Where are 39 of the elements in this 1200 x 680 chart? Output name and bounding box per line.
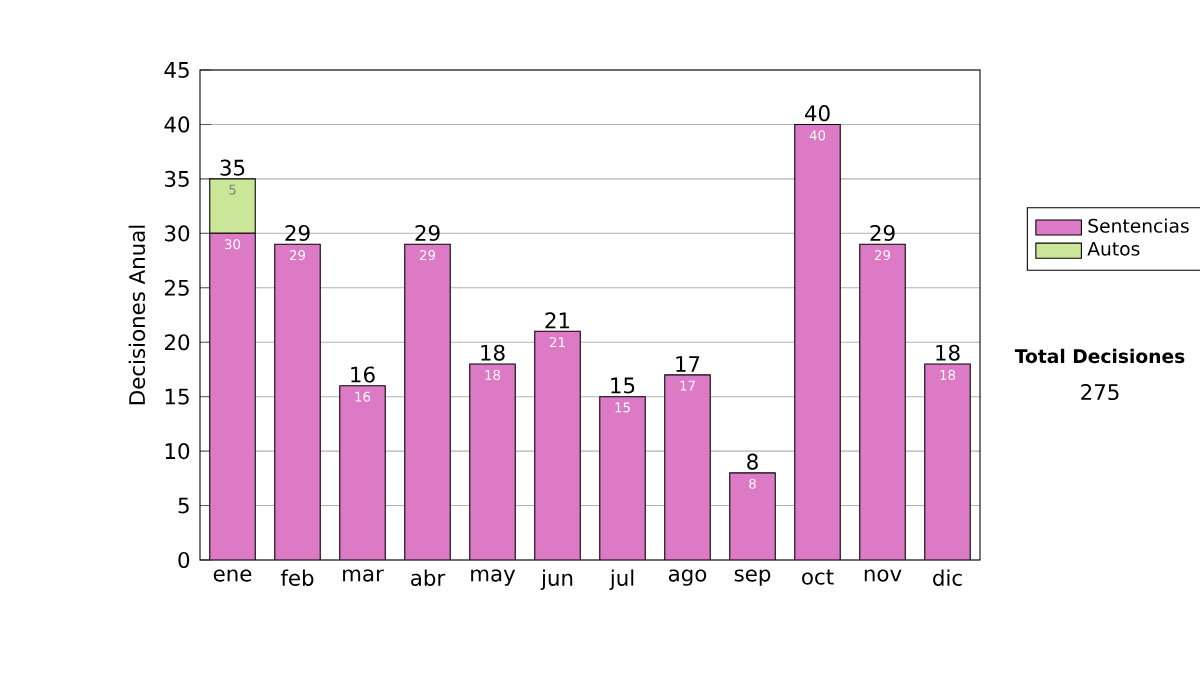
legend-label: Autos <box>1087 241 1140 256</box>
total-label: 15 <box>611 377 635 394</box>
text: 275 <box>1081 383 1119 401</box>
y-tick-label: 10 <box>165 443 190 460</box>
y-axis-title: Decisiones Anual <box>128 225 146 405</box>
y-tick-label: 15 <box>165 388 189 405</box>
y-tick-label: 20 <box>164 334 190 351</box>
y-tick-label: 35 <box>165 170 189 187</box>
total-label: 35 <box>220 159 245 176</box>
y-tick-label: 5 <box>178 497 189 514</box>
x-tick-label: jul <box>609 569 634 591</box>
text: Total Decisiones <box>1014 348 1185 364</box>
total-label: 40 <box>804 105 830 122</box>
total-label: 8 <box>747 453 758 470</box>
y-tick-label: 30 <box>165 225 190 242</box>
total-label: 29 <box>285 224 310 242</box>
y-tick-label: 45 <box>164 62 189 78</box>
total-label: 16 <box>351 366 375 383</box>
x-tick-label: mar <box>343 569 384 582</box>
x-tick-label: may <box>471 569 516 586</box>
x-tick-label: feb <box>280 569 314 586</box>
x-tick-label: ene <box>213 569 252 582</box>
total-label: 17 <box>676 356 700 372</box>
y-tick-label: 25 <box>164 279 189 296</box>
x-tick-label: abr <box>411 569 446 586</box>
x-tick-label: jun <box>540 569 573 591</box>
y-tick-label: 0 <box>178 551 190 569</box>
x-tick-label: sep <box>734 569 771 586</box>
x-tick-label: dic <box>933 569 962 586</box>
total-label: 18 <box>481 344 505 361</box>
total-label: 21 <box>545 312 570 329</box>
x-tick-label: oct <box>802 569 834 585</box>
y-tick-label: 40 <box>164 116 190 133</box>
x-tick-label: nov <box>864 569 902 582</box>
total-label: 29 <box>415 224 440 242</box>
x-tick-label: ago <box>668 569 707 586</box>
total-label: 29 <box>870 224 895 242</box>
legend-label: Sentencias <box>1088 218 1189 233</box>
total-label: 18 <box>936 344 960 361</box>
